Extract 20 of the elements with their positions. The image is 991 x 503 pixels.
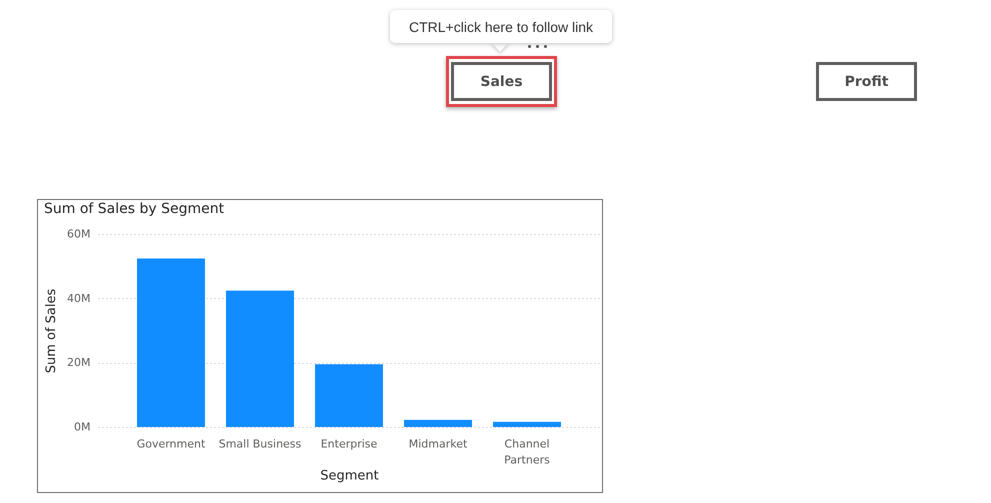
tooltip: CTRL+click here to follow link bbox=[390, 10, 612, 43]
y-tick-label: 60M bbox=[67, 228, 90, 240]
x-tick-label: Enterprise bbox=[320, 438, 378, 450]
chart-title: Sum of Sales by Segment bbox=[44, 201, 225, 217]
y-tick-label: 20M bbox=[67, 356, 90, 370]
y-tick-label: 40M bbox=[67, 292, 90, 305]
bar bbox=[136, 258, 205, 427]
x-axis-title: Segment bbox=[320, 468, 379, 484]
link-button: Sales bbox=[451, 62, 552, 101]
x-tick-label: Small Business bbox=[218, 438, 302, 450]
link-button: Profit bbox=[816, 62, 917, 101]
bar bbox=[226, 290, 294, 427]
y-axis-title: Sum of Sales bbox=[44, 288, 60, 374]
bar bbox=[315, 364, 383, 427]
x-tick-label: Channel Partners bbox=[504, 438, 550, 466]
bar bbox=[493, 422, 562, 427]
bar bbox=[404, 420, 472, 427]
y-tick-label: 0M bbox=[74, 420, 90, 434]
x-tick-label: Midmarket bbox=[408, 438, 468, 450]
x-tick-label: Government bbox=[136, 438, 206, 450]
